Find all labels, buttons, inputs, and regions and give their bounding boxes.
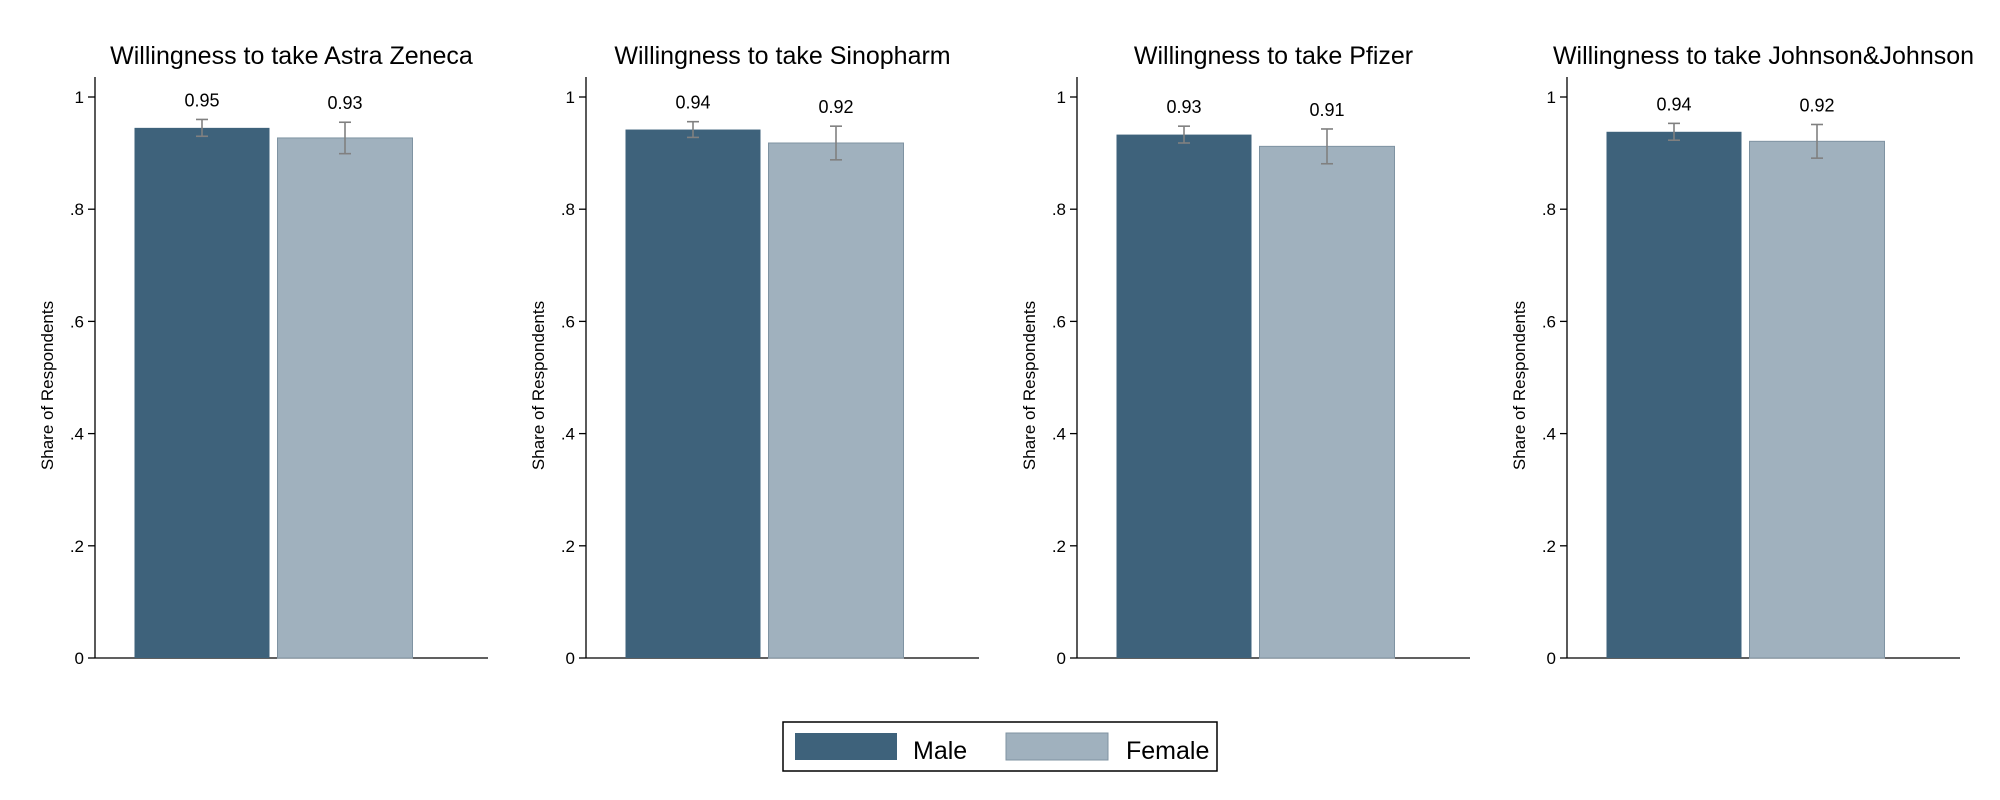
y-tick-label: .8 <box>1542 200 1556 219</box>
bar-female <box>1259 145 1395 659</box>
legend: Male Female <box>782 721 1218 772</box>
y-tick-label: 0 <box>75 649 84 668</box>
chart-panels: Willingness to take Astra Zeneca 0 .2 .4 .6.… <box>38 42 1974 668</box>
y-tick-label: 0 <box>566 649 575 668</box>
data-label: 0.92 <box>818 97 853 117</box>
y-tick-label: .8 <box>70 200 84 219</box>
y-tick-label: .6 <box>1542 312 1556 331</box>
y-tick-label: .8 <box>1052 200 1066 219</box>
chart-title: Willingness to take Johnson&Johnson <box>1553 42 1974 70</box>
y-tick-label: 1 <box>75 88 84 107</box>
data-label: 0.93 <box>1166 97 1201 117</box>
y-tick-label: .2 <box>561 537 575 556</box>
data-label: 0.94 <box>1656 94 1691 114</box>
data-label: 0.92 <box>1799 95 1834 115</box>
y-tick-label: 0 <box>1057 649 1066 668</box>
chart-title: Willingness to take Astra Zeneca <box>110 42 473 70</box>
y-tick-label: .8 <box>561 200 575 219</box>
y-tick-label: .4 <box>70 425 84 444</box>
y-axis-label: Share of Respondents <box>38 301 57 470</box>
y-tick-label: 1 <box>1547 88 1556 107</box>
chart-panel: Willingness to take Sinopharm 0 .2 .4 .6 .8 1 S… <box>529 42 979 668</box>
chart-title: Willingness to take Pfizer <box>1134 42 1413 70</box>
legend-swatch-female <box>1005 732 1109 761</box>
bar-male <box>1606 131 1742 659</box>
y-tick-label: .2 <box>1052 537 1066 556</box>
bar-female <box>1749 140 1885 659</box>
y-tick-label: .4 <box>1542 425 1556 444</box>
y-axis-label: Share of Respondents <box>529 301 548 470</box>
bar-female <box>768 142 904 659</box>
y-tick-label: .6 <box>70 312 84 331</box>
chart-panel: Willingness to take Astra Zeneca 0 .2 .4 .6.… <box>38 42 488 668</box>
y-tick-label: .4 <box>1052 425 1066 444</box>
data-label: 0.91 <box>1309 100 1344 120</box>
data-label: 0.95 <box>184 90 219 110</box>
chart-panel: Willingness to take Pfizer 0 .2 .4 .6 .8 1 Shar… <box>1020 42 1470 668</box>
y-tick-label: .6 <box>561 312 575 331</box>
bar-male <box>134 127 270 659</box>
data-label: 0.94 <box>675 93 710 113</box>
y-tick-label: .2 <box>1542 537 1556 556</box>
bar-male <box>1116 134 1252 658</box>
y-tick-label: 1 <box>1057 88 1066 107</box>
y-axis-label: Share of Respondents <box>1510 301 1529 470</box>
legend-label-female: Female <box>1126 737 1209 765</box>
y-tick-label: .4 <box>561 425 575 444</box>
y-axis-label: Share of Respondents <box>1020 301 1039 470</box>
y-tick-label: 0 <box>1547 649 1556 668</box>
y-tick-label: 1 <box>566 88 575 107</box>
legend-label-male: Male <box>913 737 967 765</box>
legend-swatch-male <box>795 733 897 760</box>
y-tick-label: .2 <box>70 537 84 556</box>
data-label: 0.93 <box>327 93 362 113</box>
y-tick-label: .6 <box>1052 312 1066 331</box>
chart-title: Willingness to take Sinopharm <box>614 42 950 70</box>
chart-panel: Willingness to take Johnson&Johnson 0 .2 .4… <box>1510 42 1974 668</box>
bar-female <box>277 137 413 659</box>
bar-male <box>625 129 761 659</box>
